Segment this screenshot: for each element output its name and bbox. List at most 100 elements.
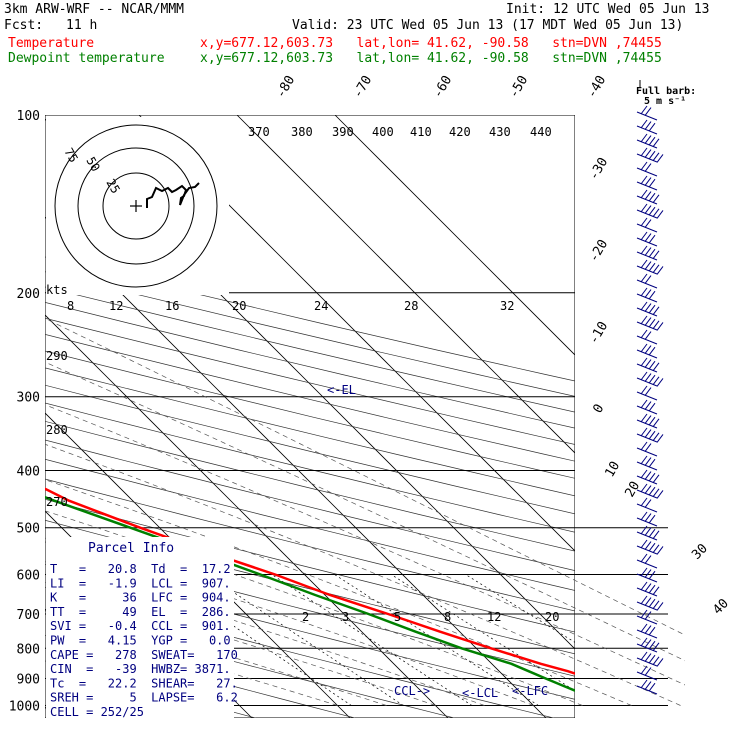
barb-key-title: Full barb:	[636, 86, 696, 97]
el-annotation: <-EL	[327, 383, 356, 397]
hodo-speed-label: 28	[404, 299, 418, 313]
barb-staff	[636, 391, 658, 401]
theta-label: 280	[46, 423, 68, 437]
barb-feather	[640, 679, 648, 689]
hodo-speed-label: 12	[109, 299, 123, 313]
barb-feather	[644, 597, 652, 606]
wind-barb	[636, 441, 658, 457]
barb-feather	[644, 247, 652, 256]
barb-feather	[648, 374, 656, 384]
parcel-info-panel: Parcel Info T = 20.8 Td = 17.2LI = -1.9 …	[46, 537, 238, 719]
barb-feather	[652, 432, 660, 442]
barb-feather	[652, 138, 660, 148]
wind-barb	[636, 301, 660, 317]
barb-feather	[648, 248, 656, 258]
isotherm-label: -80	[273, 73, 298, 101]
barb-feather	[640, 329, 648, 339]
barb-feather	[644, 555, 652, 564]
moist-adiabat	[45, 600, 387, 706]
mixing-ratio-label: 2	[302, 610, 309, 624]
barb-feather	[644, 401, 652, 410]
barb-feather	[648, 290, 656, 300]
barb-staff	[636, 223, 658, 233]
isotherm-label: -20	[586, 237, 611, 265]
isotherm	[334, 115, 575, 356]
barb-feather	[644, 625, 652, 634]
barb-feather	[648, 122, 656, 132]
parcel-info-row: LI = -1.9 LCL = 907.	[50, 576, 231, 590]
barb-feather	[648, 206, 656, 216]
pressure-tick-label: 400	[17, 465, 40, 480]
barb-staff	[636, 125, 658, 135]
barb-feather	[648, 192, 656, 202]
barb-feather	[644, 457, 652, 466]
wind-barb	[636, 245, 660, 261]
barb-feather	[648, 472, 656, 482]
hodograph: 75 50 25 kts	[46, 117, 229, 297]
barb-feather	[640, 105, 648, 115]
barb-feather	[648, 598, 656, 608]
barb-feather	[648, 360, 656, 370]
barb-feather	[648, 682, 656, 692]
wind-barb	[636, 343, 658, 359]
barb-feather	[644, 639, 652, 648]
barb-feather	[644, 345, 652, 354]
barb-feather	[652, 320, 660, 330]
wind-barb	[636, 651, 664, 667]
theta-label: 380	[291, 125, 313, 139]
wind-barb	[636, 119, 658, 135]
barb-feather	[648, 318, 656, 328]
moist-adiabat	[45, 443, 681, 706]
dry-adiabat	[45, 350, 575, 479]
isotherm-label: -30	[586, 155, 611, 183]
barb-feather	[640, 567, 648, 577]
barb-feather	[644, 121, 652, 130]
dry-adiabat	[45, 478, 575, 612]
barb-feather	[656, 434, 664, 443]
barb-feather	[648, 626, 656, 636]
theta-label: 420	[449, 125, 471, 139]
barb-feather	[640, 371, 648, 381]
barb-feather	[656, 210, 664, 219]
barb-feather	[652, 264, 660, 274]
barb-feather	[640, 399, 648, 409]
barb-feather	[644, 177, 652, 186]
barb-feather	[648, 304, 656, 314]
hodo-speed-label: 8	[67, 299, 74, 313]
barb-feather	[644, 681, 652, 690]
barb-feather	[652, 250, 660, 260]
wind-barb	[636, 483, 664, 499]
wind-barb	[636, 539, 664, 555]
dry-adiabat	[45, 586, 554, 718]
barb-feather	[644, 219, 652, 228]
barb-feather	[652, 586, 660, 596]
forecast-label: Fcst:	[4, 18, 44, 33]
barb-feather	[652, 194, 660, 204]
barb-feather	[644, 163, 652, 172]
barb-feather	[640, 273, 648, 283]
wind-barb	[636, 399, 658, 415]
barb-feather	[656, 322, 664, 331]
barb-staff	[636, 279, 658, 289]
wind-barb	[636, 105, 658, 121]
pressure-tick-label: 700	[17, 608, 40, 623]
barb-feather	[640, 553, 648, 563]
theta-label: 290	[46, 349, 68, 363]
barb-feather	[656, 378, 664, 387]
barb-feather	[640, 203, 648, 213]
lfc-annotation: <-LFC	[512, 684, 548, 698]
wind-barb	[636, 133, 660, 149]
barb-feather	[644, 499, 652, 508]
theta-label: 370	[248, 125, 270, 139]
barb-feather	[648, 262, 656, 272]
barb-feather	[644, 415, 652, 424]
barb-feather	[652, 656, 660, 666]
pressure-tick-label: 300	[17, 391, 40, 406]
pressure-tick-label: 900	[17, 672, 40, 687]
wind-barb	[636, 469, 660, 485]
parcel-info-row: T = 20.8 Td = 17.2	[50, 562, 231, 576]
dewpoint-legend: Dewpoint temperature	[8, 51, 165, 66]
barb-feather	[644, 513, 652, 522]
barb-feather	[640, 637, 648, 647]
barb-feather	[644, 317, 652, 326]
